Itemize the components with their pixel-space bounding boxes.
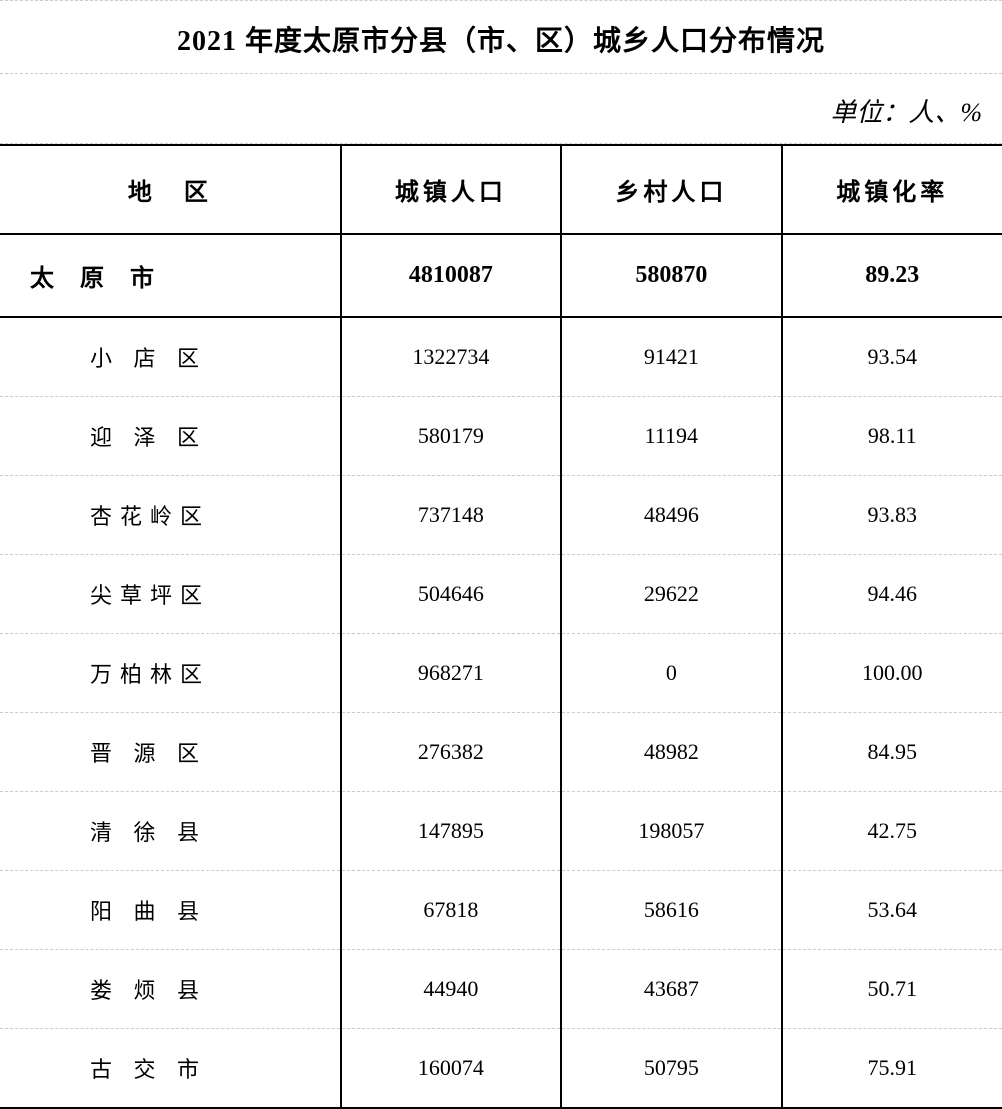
table-row: 杏花岭区 737148 48496 93.83 (0, 476, 1002, 555)
cell-rural: 29622 (561, 555, 781, 634)
cell-region: 尖草坪区 (0, 555, 341, 634)
table-row: 娄 烦 县 44940 43687 50.71 (0, 950, 1002, 1029)
cell-urban: 276382 (341, 713, 561, 792)
cell-rate: 84.95 (782, 713, 1002, 792)
cell-region: 清 徐 县 (0, 792, 341, 871)
cell-urban: 67818 (341, 871, 561, 950)
cell-rate: 98.11 (782, 397, 1002, 476)
cell-rate: 53.64 (782, 871, 1002, 950)
cell-urban: 44940 (341, 950, 561, 1029)
cell-region: 娄 烦 县 (0, 950, 341, 1029)
cell-rate: 42.75 (782, 792, 1002, 871)
cell-urban: 160074 (341, 1029, 561, 1109)
cell-urban: 737148 (341, 476, 561, 555)
cell-region: 小 店 区 (0, 317, 341, 397)
table-row: 阳 曲 县 67818 58616 53.64 (0, 871, 1002, 950)
cell-rural: 91421 (561, 317, 781, 397)
col-header-rate: 城镇化率 (782, 145, 1002, 234)
cell-rate: 94.46 (782, 555, 1002, 634)
cell-region: 迎 泽 区 (0, 397, 341, 476)
table-row: 晋 源 区 276382 48982 84.95 (0, 713, 1002, 792)
cell-rate: 93.83 (782, 476, 1002, 555)
cell-region: 万柏林区 (0, 634, 341, 713)
cell-region: 晋 源 区 (0, 713, 341, 792)
cell-rate: 50.71 (782, 950, 1002, 1029)
cell-rural: 43687 (561, 950, 781, 1029)
col-header-rural: 乡村人口 (561, 145, 781, 234)
cell-urban: 1322734 (341, 317, 561, 397)
cell-urban: 504646 (341, 555, 561, 634)
cell-rate: 75.91 (782, 1029, 1002, 1109)
col-header-region: 地 区 (0, 145, 341, 234)
unit-label: 单位：人、% (0, 74, 1002, 144)
cell-rural: 58616 (561, 871, 781, 950)
cell-rural: 11194 (561, 397, 781, 476)
cell-region: 古 交 市 (0, 1029, 341, 1109)
total-urban: 4810087 (341, 234, 561, 317)
table-row: 小 店 区 1322734 91421 93.54 (0, 317, 1002, 397)
population-table: 地 区 城镇人口 乡村人口 城镇化率 太 原 市 4810087 580870 … (0, 144, 1002, 1109)
cell-rural: 48496 (561, 476, 781, 555)
cell-rural: 0 (561, 634, 781, 713)
cell-rural: 50795 (561, 1029, 781, 1109)
total-rural: 580870 (561, 234, 781, 317)
cell-urban: 147895 (341, 792, 561, 871)
table-row: 迎 泽 区 580179 11194 98.11 (0, 397, 1002, 476)
total-region: 太 原 市 (0, 234, 341, 317)
cell-urban: 968271 (341, 634, 561, 713)
table-total-row: 太 原 市 4810087 580870 89.23 (0, 234, 1002, 317)
cell-rural: 198057 (561, 792, 781, 871)
cell-rural: 48982 (561, 713, 781, 792)
cell-urban: 580179 (341, 397, 561, 476)
table-row: 尖草坪区 504646 29622 94.46 (0, 555, 1002, 634)
cell-rate: 100.00 (782, 634, 1002, 713)
cell-region: 阳 曲 县 (0, 871, 341, 950)
table-row: 清 徐 县 147895 198057 42.75 (0, 792, 1002, 871)
table-row: 古 交 市 160074 50795 75.91 (0, 1029, 1002, 1109)
col-header-urban: 城镇人口 (341, 145, 561, 234)
total-rate: 89.23 (782, 234, 1002, 317)
document-container: 2021 年度太原市分县（市、区）城乡人口分布情况 单位：人、% 地 区 城镇人… (0, 0, 1002, 1018)
cell-region: 杏花岭区 (0, 476, 341, 555)
cell-rate: 93.54 (782, 317, 1002, 397)
page-title: 2021 年度太原市分县（市、区）城乡人口分布情况 (0, 0, 1002, 74)
table-row: 万柏林区 968271 0 100.00 (0, 634, 1002, 713)
table-body: 太 原 市 4810087 580870 89.23 小 店 区 1322734… (0, 234, 1002, 1108)
table-header-row: 地 区 城镇人口 乡村人口 城镇化率 (0, 145, 1002, 234)
